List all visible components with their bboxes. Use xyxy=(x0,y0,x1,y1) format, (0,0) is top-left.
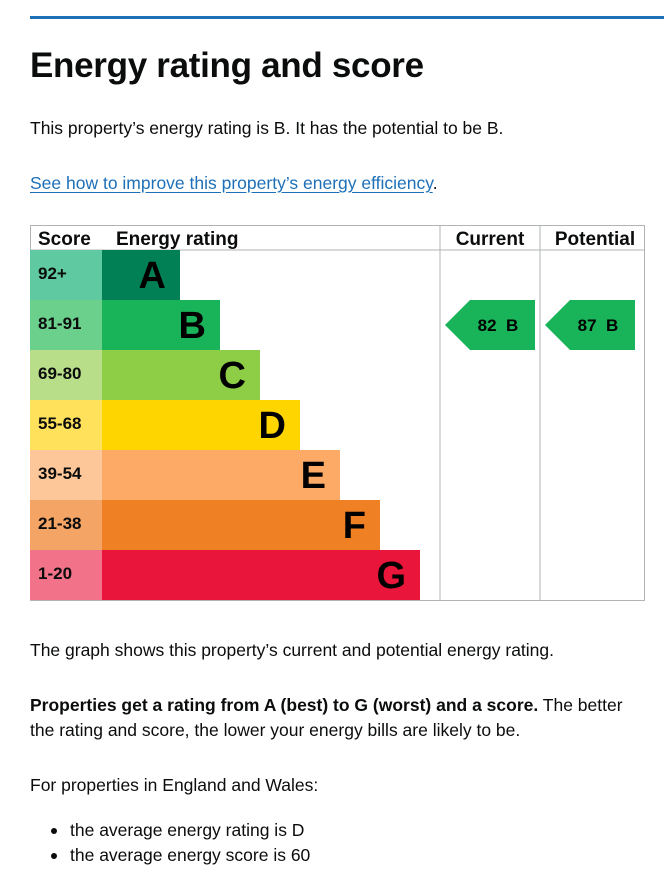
rating-arrows: 82 B 87 B xyxy=(445,300,635,350)
current-header: Current xyxy=(456,229,525,250)
current-rating-arrow xyxy=(445,300,535,350)
england-wales-intro: For properties in England and Wales: xyxy=(30,775,319,795)
potential-header: Potential xyxy=(555,229,635,250)
score-header: Score xyxy=(38,229,91,250)
graph-note: The graph shows this property’s current … xyxy=(30,640,555,660)
band-bar-e xyxy=(102,450,340,500)
link-suffix: . xyxy=(432,173,438,193)
score-range-f: 21-38 xyxy=(38,514,81,533)
score-range-c: 69-80 xyxy=(38,364,81,383)
score-range-g: 1-20 xyxy=(38,564,72,583)
score-cell-b xyxy=(30,300,102,350)
score-cell-f xyxy=(30,500,102,550)
band-letter-e: E xyxy=(301,455,326,497)
band-letter-b: B xyxy=(179,305,206,347)
energy-rating-chart-svg: Score Energy rating Current Potential 92… xyxy=(30,225,645,601)
score-cell-g xyxy=(30,550,102,600)
top-rule xyxy=(30,16,664,19)
rating-bands: 92+ A 81-91 B 69-80 C 55-68 D 39-54 E 21-38 F 1-20 G xyxy=(30,250,420,600)
band-bar-g xyxy=(102,550,420,600)
potential-rating-label: 87 B xyxy=(578,316,619,335)
band-letter-g: G xyxy=(376,555,406,597)
band-letter-a: A xyxy=(139,255,166,297)
band-bar-b xyxy=(102,300,220,350)
score-cell-a xyxy=(30,250,102,300)
energy-rating-header: Energy rating xyxy=(116,229,238,250)
page-title: Energy rating and score xyxy=(30,46,424,85)
average-rating-item: the average energy rating is D xyxy=(30,818,310,843)
score-range-b: 81-91 xyxy=(38,314,81,333)
band-letter-f: F xyxy=(343,505,366,547)
rating-summary: This property’s energy rating is B. It h… xyxy=(30,118,504,138)
band-bar-c xyxy=(102,350,260,400)
score-cell-d xyxy=(30,400,102,450)
score-cell-c xyxy=(30,350,102,400)
current-rating-label: 82 B xyxy=(478,316,519,335)
rating-explanation: Properties get a rating from A (best) to… xyxy=(30,693,650,743)
rating-explanation-rest: The better the rating and score, the low… xyxy=(30,695,623,740)
band-letter-c: C xyxy=(219,355,246,397)
band-bar-a xyxy=(102,250,180,300)
score-range-a: 92+ xyxy=(38,264,67,283)
score-range-e: 39-54 xyxy=(38,464,82,483)
band-bar-d xyxy=(102,400,300,450)
rating-explanation-bold: Properties get a rating from A (best) to… xyxy=(30,695,539,715)
average-score-item: the average energy score is 60 xyxy=(30,843,310,868)
score-range-d: 55-68 xyxy=(38,414,81,433)
improve-efficiency-link[interactable]: See how to improve this property’s energ… xyxy=(30,173,433,193)
score-cell-e xyxy=(30,450,102,500)
improve-link-paragraph: See how to improve this property’s energ… xyxy=(30,171,438,196)
band-bar-f xyxy=(102,500,380,550)
band-letter-d: D xyxy=(259,405,286,447)
averages-list: the average energy rating is D the avera… xyxy=(30,818,310,868)
energy-rating-chart: Score Energy rating Current Potential 92… xyxy=(30,225,645,601)
potential-rating-arrow xyxy=(545,300,635,350)
